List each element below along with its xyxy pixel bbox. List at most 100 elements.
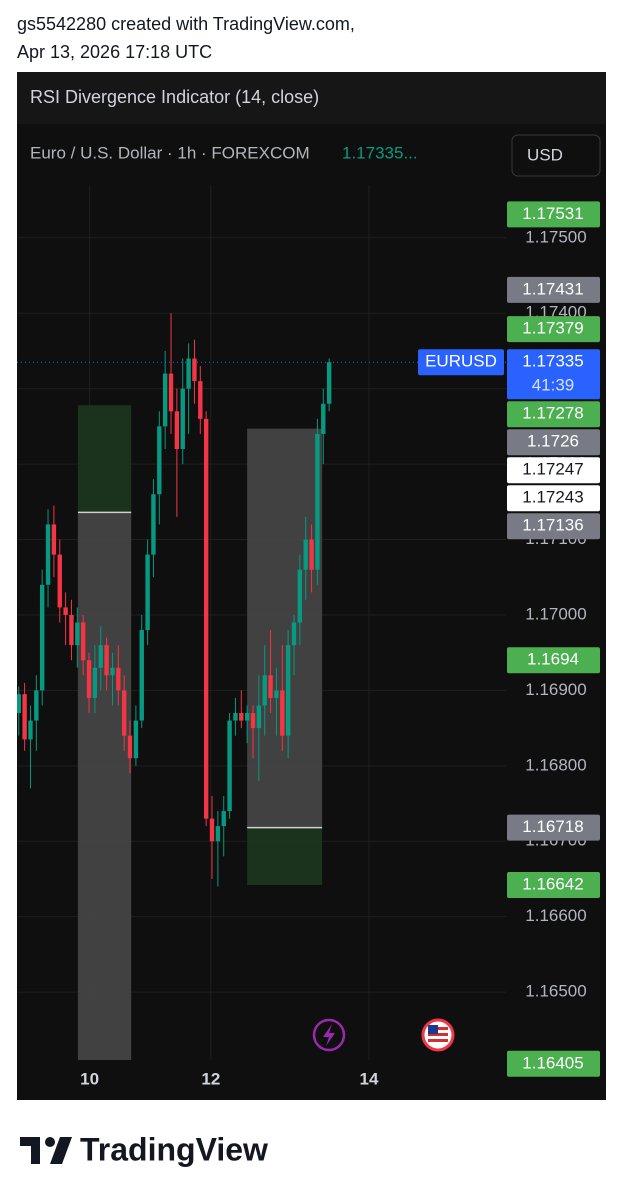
- candle-body: [274, 690, 279, 698]
- price-label-box: [507, 401, 600, 428]
- plot-area: [17, 185, 506, 1060]
- candle-body: [75, 622, 80, 646]
- candle-body: [256, 705, 262, 729]
- candle-body: [45, 524, 51, 585]
- candle-body: [239, 713, 244, 721]
- candle-body: [268, 675, 273, 698]
- price-label: 1.17278: [522, 404, 583, 423]
- candle-body: [326, 362, 332, 404]
- alert-icon[interactable]: [312, 1018, 346, 1052]
- title-bar: [17, 72, 606, 124]
- price-label-box: [507, 276, 600, 303]
- candle-body: [280, 690, 285, 736]
- price-label: 1.17335: [522, 352, 583, 371]
- candle-body: [86, 660, 92, 698]
- candle-body: [116, 667, 121, 691]
- candle-body: [51, 524, 57, 555]
- price-label-box: [507, 647, 600, 674]
- candle-body: [297, 569, 303, 623]
- flag-canton: [428, 1025, 438, 1034]
- candle-body: [34, 690, 39, 721]
- y-tick-label: 1.16500: [525, 982, 586, 1001]
- flag-stripe: [428, 1039, 448, 1042]
- candle-body: [145, 554, 150, 631]
- candle-body: [285, 645, 291, 736]
- price-label-box: [507, 201, 600, 228]
- symbol-legend: Euro / U.S. Dollar · 1h · FOREXCOM: [30, 143, 310, 162]
- brand: TradingView: [80, 1131, 268, 1167]
- y-tick-label: 1.16600: [525, 906, 586, 925]
- author-line: gs5542280 created with TradingView.com,: [17, 14, 355, 34]
- candle-body: [174, 411, 180, 450]
- logo-part: [31, 1137, 40, 1164]
- candle-body: [157, 426, 162, 495]
- price-label-box: [507, 513, 600, 540]
- candle-body: [250, 713, 256, 729]
- candle-body: [162, 373, 168, 427]
- axes: 1.165001.166001.167001.168001.169001.170…: [80, 201, 600, 1088]
- candle-body: [63, 607, 68, 615]
- candle-body: [303, 539, 308, 570]
- candle-body: [104, 645, 109, 676]
- price-label: 1.17243: [522, 488, 583, 507]
- price-label-box: [507, 349, 600, 400]
- candle-body: [69, 614, 74, 646]
- symbol-tag: EURUSD: [425, 352, 497, 371]
- candle-body: [92, 667, 98, 698]
- price-label: 1.1726: [527, 432, 579, 451]
- candle-body: [39, 584, 45, 691]
- price-label: 1.16718: [522, 817, 583, 836]
- candle-body: [139, 630, 144, 721]
- candle-body: [22, 694, 27, 740]
- candle-body: [121, 690, 127, 736]
- candle-body: [127, 735, 133, 759]
- y-tick-label: 1.16800: [525, 755, 586, 774]
- price-label: 1.17379: [522, 319, 583, 338]
- y-tick-label: 1.17500: [525, 227, 586, 246]
- countdown: 41:39: [532, 376, 575, 395]
- price-label-box: [507, 485, 600, 512]
- candle-body: [233, 713, 238, 721]
- price-label: 1.17431: [522, 279, 583, 298]
- lightning: [323, 1024, 335, 1046]
- zone-lower: [247, 827, 323, 885]
- currency-label[interactable]: USD: [527, 145, 563, 164]
- x-tick-label: 12: [201, 1069, 220, 1088]
- price-label: 1.16405: [522, 1053, 583, 1072]
- candle-body: [186, 358, 191, 389]
- chart-title: RSI Divergence Indicator (14, close): [30, 87, 319, 107]
- candle-body: [151, 494, 156, 555]
- candle-body: [321, 403, 326, 434]
- candle-body: [262, 675, 267, 706]
- currency-button[interactable]: [511, 134, 601, 177]
- candle-body: [17, 694, 21, 714]
- candle-body: [57, 554, 62, 608]
- candle-body: [198, 381, 203, 419]
- price-label: 1.1694: [527, 650, 579, 669]
- price-label-box: [507, 429, 600, 456]
- candle-body: [221, 811, 226, 827]
- candle-body: [227, 720, 232, 812]
- candle-body: [291, 622, 297, 646]
- y-tick-label: 1.17000: [525, 604, 586, 623]
- price-label: 1.16642: [522, 874, 583, 893]
- candle-body: [80, 622, 86, 661]
- flag-stripe: [428, 1033, 448, 1036]
- price-label: 1.17136: [522, 516, 583, 535]
- x-tick-label: 14: [360, 1069, 379, 1088]
- candle-body: [133, 720, 139, 759]
- timestamp: Apr 13, 2026 17:18 UTC: [17, 42, 213, 62]
- logo-part: [20, 1137, 40, 1146]
- y-tick-label: 1.16900: [525, 680, 586, 699]
- price-label: 1.17531: [522, 204, 583, 223]
- price-label-box: [507, 814, 600, 841]
- price-label-box: [507, 316, 600, 343]
- candle-body: [315, 433, 320, 570]
- candle-body: [110, 667, 115, 676]
- candle-body: [180, 388, 185, 450]
- legend-price: 1.17335...: [342, 143, 418, 162]
- zone-upper: [247, 428, 323, 828]
- zone-upper: [77, 405, 132, 513]
